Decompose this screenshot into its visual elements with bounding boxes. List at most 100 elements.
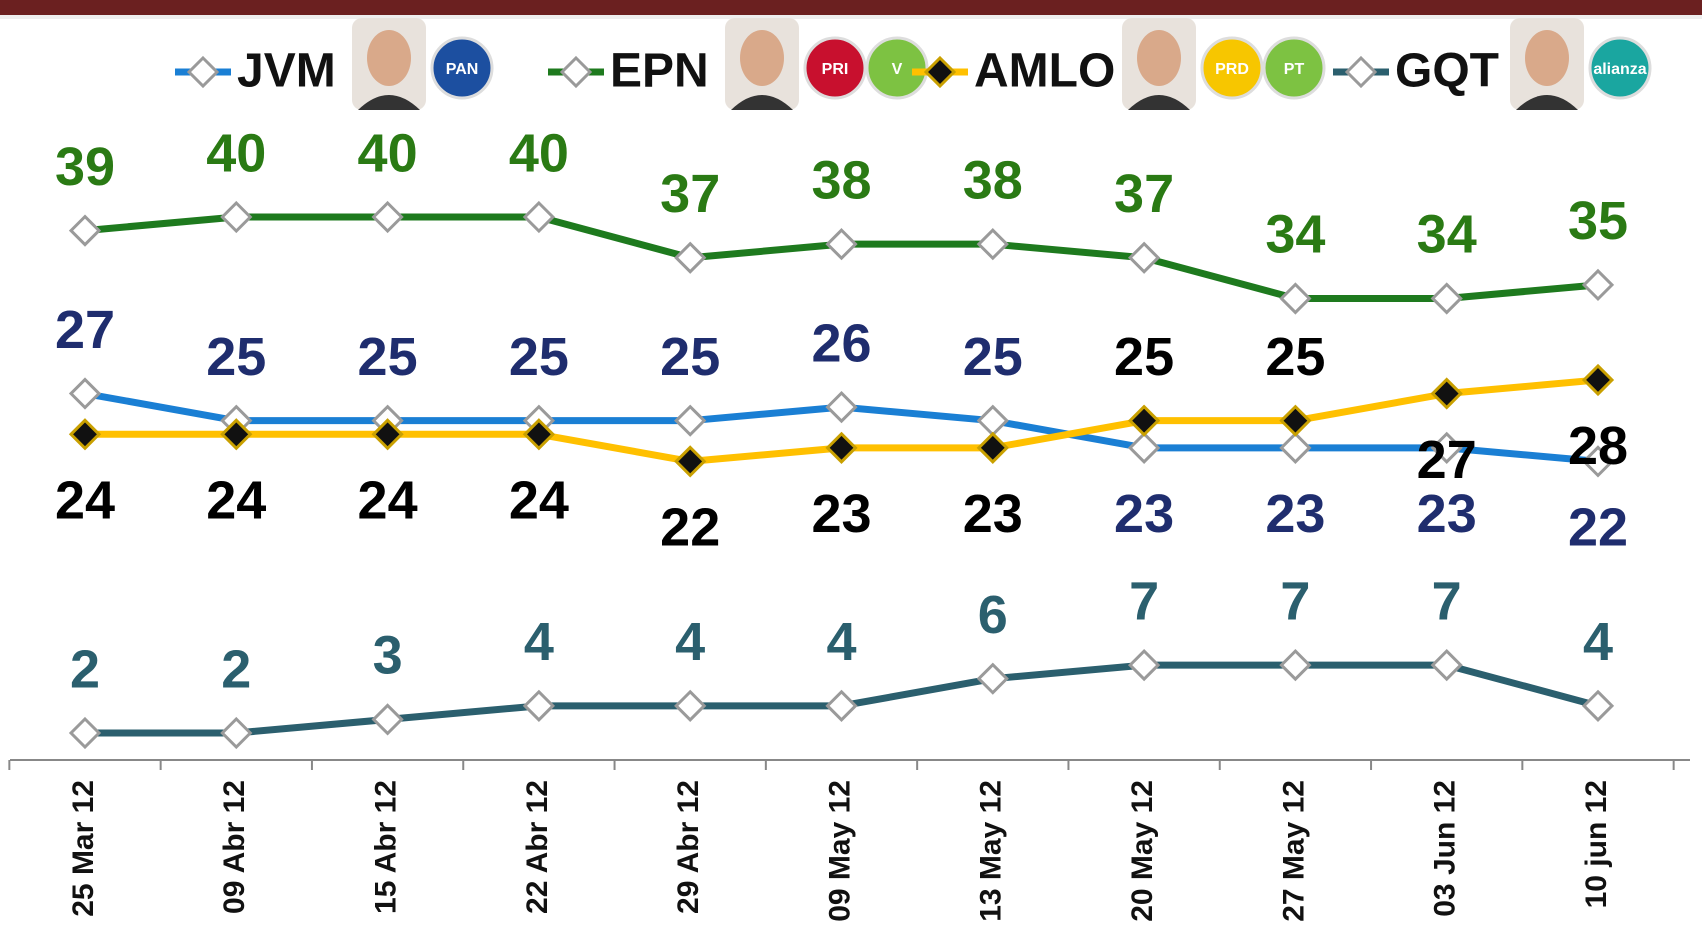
data-point xyxy=(1281,651,1309,679)
data-point xyxy=(979,407,1007,435)
x-tick-label: 13 May 12 xyxy=(975,780,1008,922)
legend-logo-text: PAN xyxy=(446,61,479,78)
data-label: 40 xyxy=(509,123,569,183)
x-tick-label: 10 jun 12 xyxy=(1580,780,1613,908)
data-label: 23 xyxy=(963,484,1023,544)
legend-logo-text: V xyxy=(892,61,903,78)
legend-logo-text: PT xyxy=(1284,61,1305,78)
data-label: 22 xyxy=(660,498,720,558)
data-point xyxy=(374,705,402,733)
x-tick-label: 22 Abr 12 xyxy=(521,780,554,914)
top-band-shadow xyxy=(0,15,1702,19)
data-label: 23 xyxy=(1265,484,1325,544)
x-tick-label: 25 Mar 12 xyxy=(67,780,100,917)
data-label: 23 xyxy=(1114,484,1174,544)
data-point xyxy=(676,244,704,272)
data-point xyxy=(828,434,856,462)
data-label: 40 xyxy=(206,123,266,183)
data-label: 23 xyxy=(1417,484,1477,544)
data-point xyxy=(676,692,704,720)
data-point xyxy=(979,665,1007,693)
data-point xyxy=(1584,692,1612,720)
data-label: 37 xyxy=(660,164,720,224)
data-label: 26 xyxy=(811,313,871,373)
data-label: 39 xyxy=(55,137,115,197)
data-label: 25 xyxy=(1265,327,1325,387)
data-label: 4 xyxy=(524,612,554,672)
data-label: 38 xyxy=(963,150,1023,210)
legend-label: AMLO xyxy=(974,45,1115,98)
data-label: 25 xyxy=(1114,327,1174,387)
legend-marker xyxy=(1347,58,1375,86)
data-point xyxy=(828,230,856,258)
data-point xyxy=(828,393,856,421)
data-point xyxy=(828,692,856,720)
data-label: 27 xyxy=(55,300,115,360)
data-label: 34 xyxy=(1417,205,1477,265)
data-label: 25 xyxy=(660,327,720,387)
data-label: 2 xyxy=(70,639,100,699)
x-tick-label: 09 May 12 xyxy=(823,780,856,922)
data-point xyxy=(374,203,402,231)
legend-logo-text: PRI xyxy=(822,61,849,78)
data-point xyxy=(1130,244,1158,272)
data-label: 24 xyxy=(358,471,418,531)
data-label: 27 xyxy=(1417,430,1477,490)
data-point xyxy=(71,217,99,245)
data-label: 25 xyxy=(509,327,569,387)
data-label: 28 xyxy=(1568,416,1628,476)
data-label: 4 xyxy=(1583,612,1613,672)
legend-photo-face xyxy=(1525,30,1569,86)
data-point xyxy=(71,380,99,408)
legend-logo-text: PRD xyxy=(1215,61,1249,78)
data-label: 24 xyxy=(509,471,569,531)
data-point xyxy=(979,434,1007,462)
top-band xyxy=(0,0,1702,15)
data-label: 25 xyxy=(963,327,1023,387)
data-label: 40 xyxy=(358,123,418,183)
data-label: 7 xyxy=(1129,571,1159,631)
data-point xyxy=(1281,284,1309,312)
data-label: 24 xyxy=(55,471,115,531)
data-point xyxy=(1130,434,1158,462)
legend-photo-face xyxy=(1137,30,1181,86)
data-label: 34 xyxy=(1265,205,1325,265)
data-point xyxy=(222,203,250,231)
data-point xyxy=(676,447,704,475)
data-label: 2 xyxy=(221,639,251,699)
x-tick-label: 09 Abr 12 xyxy=(218,780,251,914)
data-point xyxy=(676,407,704,435)
data-point xyxy=(1281,407,1309,435)
data-point xyxy=(1433,284,1461,312)
legend-item: EPN PRI V xyxy=(548,18,927,110)
data-point xyxy=(1281,434,1309,462)
legend-marker xyxy=(562,58,590,86)
data-point xyxy=(1433,380,1461,408)
x-tick-label: 15 Abr 12 xyxy=(370,780,403,914)
data-point xyxy=(222,719,250,747)
data-label: 4 xyxy=(675,612,705,672)
data-label: 35 xyxy=(1568,191,1628,251)
legend-marker xyxy=(189,58,217,86)
data-point xyxy=(1584,271,1612,299)
chart: 25 Mar 12 09 Abr 12 15 Abr 12 22 Abr 12 29 A… xyxy=(0,0,1702,945)
data-label: 24 xyxy=(206,471,266,531)
data-label: 7 xyxy=(1432,571,1462,631)
data-label: 38 xyxy=(811,150,871,210)
legend-item: JVM PAN xyxy=(175,18,492,110)
legend-label: EPN xyxy=(610,45,709,98)
data-point xyxy=(1433,651,1461,679)
legend-label: JVM xyxy=(237,45,336,98)
data-point xyxy=(71,420,99,448)
data-point xyxy=(525,203,553,231)
x-tick-label: 29 Abr 12 xyxy=(672,780,705,914)
data-point xyxy=(1130,407,1158,435)
legend-photo-face xyxy=(740,30,784,86)
data-label: 4 xyxy=(826,612,856,672)
data-point xyxy=(525,692,553,720)
x-tick-label: 27 May 12 xyxy=(1277,780,1310,922)
data-point xyxy=(71,719,99,747)
legend-logo-text: alianza xyxy=(1593,61,1646,78)
data-label: 6 xyxy=(978,585,1008,645)
